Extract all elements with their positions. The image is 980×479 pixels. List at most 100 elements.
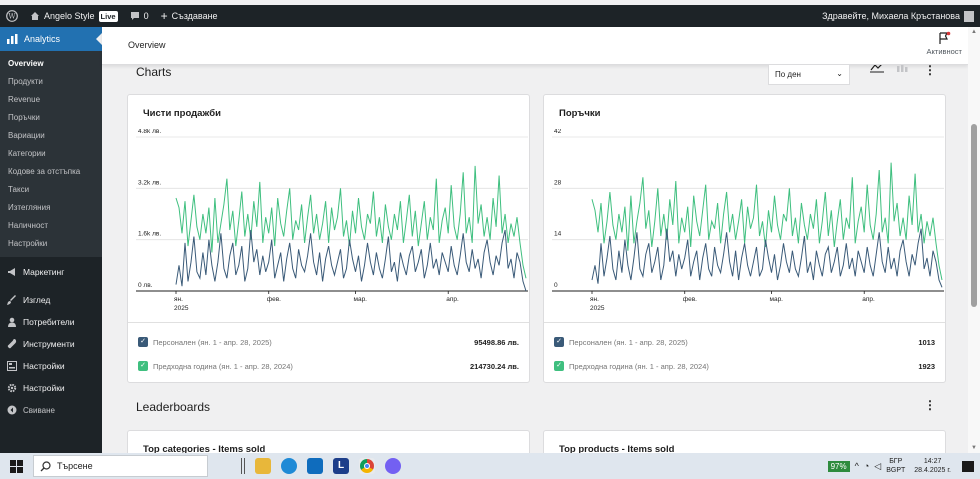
net-sales-chart: 4.8k лв. 3.2k лв. 1.6k лв. 0 лв. ян. фев. мар.… bbox=[136, 129, 528, 312]
windows-start-icon[interactable] bbox=[10, 459, 23, 473]
language-indicator[interactable]: БГР BGPT bbox=[886, 457, 905, 475]
site-name-link[interactable]: Angelo Style Live bbox=[24, 5, 124, 27]
top-categories-title: Top categories - Items sold bbox=[143, 444, 266, 453]
charts-section-title: Charts bbox=[136, 65, 172, 79]
sidebar-item-tools[interactable]: Инструменти bbox=[0, 333, 102, 355]
volume-icon[interactable]: ◁ bbox=[874, 460, 882, 471]
language-bottom: BGPT bbox=[886, 467, 906, 474]
legend-row-current[interactable]: ✓ Персонален (ян. 1 - апр. 28, 2025) 954… bbox=[138, 335, 519, 349]
orders-chart: 42 28 14 0 ян. фев. мар. апр. 2025 bbox=[552, 129, 944, 312]
chrome-icon[interactable] bbox=[359, 458, 375, 474]
scroll-up-arrow-icon[interactable]: ▲ bbox=[971, 29, 977, 35]
taskbar-divider-icon bbox=[241, 458, 245, 474]
submenu-orders[interactable]: Поръчки bbox=[8, 113, 40, 122]
svg-text:W: W bbox=[8, 13, 16, 21]
checkbox-checked-icon[interactable]: ✓ bbox=[138, 337, 148, 347]
comment-icon bbox=[130, 12, 139, 20]
file-explorer-icon[interactable] bbox=[255, 458, 271, 474]
search-placeholder: Търсене bbox=[57, 461, 93, 471]
sidebar-item-marketing[interactable]: Маркетинг bbox=[0, 261, 102, 283]
chevron-up-icon[interactable]: ^ bbox=[854, 461, 859, 471]
page-title: Overview bbox=[128, 40, 166, 50]
series-line-previous[interactable] bbox=[175, 165, 527, 279]
settings-panel-icon bbox=[7, 361, 17, 371]
collapse-icon bbox=[7, 405, 17, 415]
submenu-downloads[interactable]: Изтегляния bbox=[8, 203, 51, 212]
notifications-icon[interactable] bbox=[962, 460, 974, 472]
admin-menu: Маркетинг Изглед Потребители Инструменти… bbox=[0, 257, 102, 421]
charts-more-options-icon[interactable]: ⋮ bbox=[924, 65, 936, 77]
checkbox-checked-icon[interactable]: ✓ bbox=[138, 361, 148, 371]
submenu-settings[interactable]: Настройки bbox=[8, 239, 48, 248]
submenu-coupons[interactable]: Кодове за отстъпка bbox=[8, 167, 81, 176]
submenu-stock[interactable]: Наличност bbox=[8, 221, 49, 230]
sidebar-item-settings-plugin[interactable]: Настройки bbox=[0, 355, 102, 377]
leaderboards-section-title: Leaderboards bbox=[136, 400, 211, 414]
checkbox-checked-icon[interactable]: ✓ bbox=[554, 337, 564, 347]
network-icon[interactable]: ◔ bbox=[863, 461, 870, 471]
sidebar-item-settings[interactable]: Настройки bbox=[0, 377, 102, 399]
page-scrollbar[interactable]: ▲ ▼ bbox=[968, 27, 980, 453]
main-content: Charts По ден ⌄ ⋮ Чисти продажби 4.8k лв… bbox=[102, 65, 968, 453]
y-tick-label: 0 лв. bbox=[138, 282, 153, 289]
interval-select[interactable]: По ден ⌄ bbox=[768, 65, 850, 85]
clock-date: 28.4.2025 г. bbox=[914, 467, 951, 474]
outlook-icon[interactable] bbox=[307, 458, 323, 474]
sidebar-item-users[interactable]: Потребители bbox=[0, 311, 102, 333]
checkbox-checked-icon[interactable]: ✓ bbox=[554, 361, 564, 371]
collapse-menu-button[interactable]: Свиване bbox=[0, 399, 102, 421]
leaderboards-more-options-icon[interactable]: ⋮ bbox=[924, 398, 936, 412]
sidebar-item-appearance[interactable]: Изглед bbox=[0, 289, 102, 311]
line-chart-toggle-icon[interactable] bbox=[870, 65, 884, 73]
flag-icon bbox=[939, 31, 951, 44]
new-content-link[interactable]: + Създаване bbox=[155, 5, 224, 27]
wordpress-logo-icon[interactable]: W bbox=[0, 5, 24, 27]
orders-legend: ✓ Персонален (ян. 1 - апр. 28, 2025) 101… bbox=[544, 322, 945, 383]
legend-row-current[interactable]: ✓ Персонален (ян. 1 - апр. 28, 2025) 101… bbox=[554, 335, 935, 349]
series-line-current[interactable] bbox=[591, 228, 943, 288]
submenu-taxes[interactable]: Такси bbox=[8, 185, 30, 194]
sidebar-item-label: Изглед bbox=[23, 295, 51, 305]
taskbar-search-box[interactable]: Търсене bbox=[33, 455, 208, 477]
legend-row-previous[interactable]: ✓ Предходна година (ян. 1 - апр. 28, 202… bbox=[138, 359, 519, 373]
taskbar-apps: L bbox=[241, 458, 401, 474]
greeting-text: Здравейте, Михаела Кръстанова bbox=[822, 11, 960, 21]
interval-select-value: По ден bbox=[775, 70, 801, 79]
page-header: Overview Активност bbox=[102, 27, 968, 65]
submenu-overview[interactable]: Overview bbox=[8, 59, 44, 68]
wrench-icon bbox=[7, 339, 17, 349]
viber-icon[interactable] bbox=[385, 458, 401, 474]
x-tick-label: апр. bbox=[862, 296, 875, 303]
legend-series-name: Персонален (ян. 1 - апр. 28, 2025) bbox=[569, 337, 688, 347]
y-tick-label: 4.8k лв. bbox=[138, 129, 161, 135]
top-products-title: Top products - Items sold bbox=[559, 444, 675, 453]
top-products-card: Top products - Items sold bbox=[543, 430, 946, 453]
sidebar-item-analytics[interactable]: Analytics bbox=[0, 27, 102, 51]
submenu-revenue[interactable]: Revenue bbox=[8, 95, 41, 104]
orders-title: Поръчки bbox=[559, 108, 601, 119]
activity-button[interactable]: Активност bbox=[927, 31, 962, 56]
edge-icon[interactable] bbox=[281, 458, 297, 474]
admin-sidebar: Analytics Overview Продукти Revenue Поръ… bbox=[0, 27, 102, 453]
legend-row-previous[interactable]: ✓ Предходна година (ян. 1 - апр. 28, 202… bbox=[554, 359, 935, 373]
battery-indicator[interactable]: 97% bbox=[827, 460, 850, 472]
submenu-variations[interactable]: Вариации bbox=[8, 131, 45, 140]
l-app-icon[interactable]: L bbox=[333, 458, 349, 474]
series-line-previous[interactable] bbox=[591, 162, 943, 281]
x-tick-label: апр. bbox=[446, 296, 459, 303]
comments-link[interactable]: 0 bbox=[124, 5, 155, 27]
submenu-products[interactable]: Продукти bbox=[8, 77, 43, 86]
scrollbar-thumb[interactable] bbox=[971, 124, 977, 307]
scroll-down-arrow-icon[interactable]: ▼ bbox=[971, 445, 977, 451]
gear-icon bbox=[7, 383, 17, 393]
series-line-current[interactable] bbox=[175, 229, 527, 292]
bar-chart-toggle-icon[interactable] bbox=[896, 65, 908, 73]
submenu-categories[interactable]: Категории bbox=[8, 149, 46, 158]
legend-series-name: Персонален (ян. 1 - апр. 28, 2025) bbox=[153, 337, 272, 347]
account-menu[interactable]: Здравейте, Михаела Кръстанова bbox=[816, 5, 980, 27]
sidebar-item-label: Инструменти bbox=[23, 339, 75, 349]
x-tick-label: мар. bbox=[769, 296, 783, 303]
avatar bbox=[964, 10, 974, 22]
clock[interactable]: 14:27 28.4.2025 г. bbox=[914, 457, 951, 475]
sidebar-item-label: Настройки bbox=[23, 361, 65, 371]
